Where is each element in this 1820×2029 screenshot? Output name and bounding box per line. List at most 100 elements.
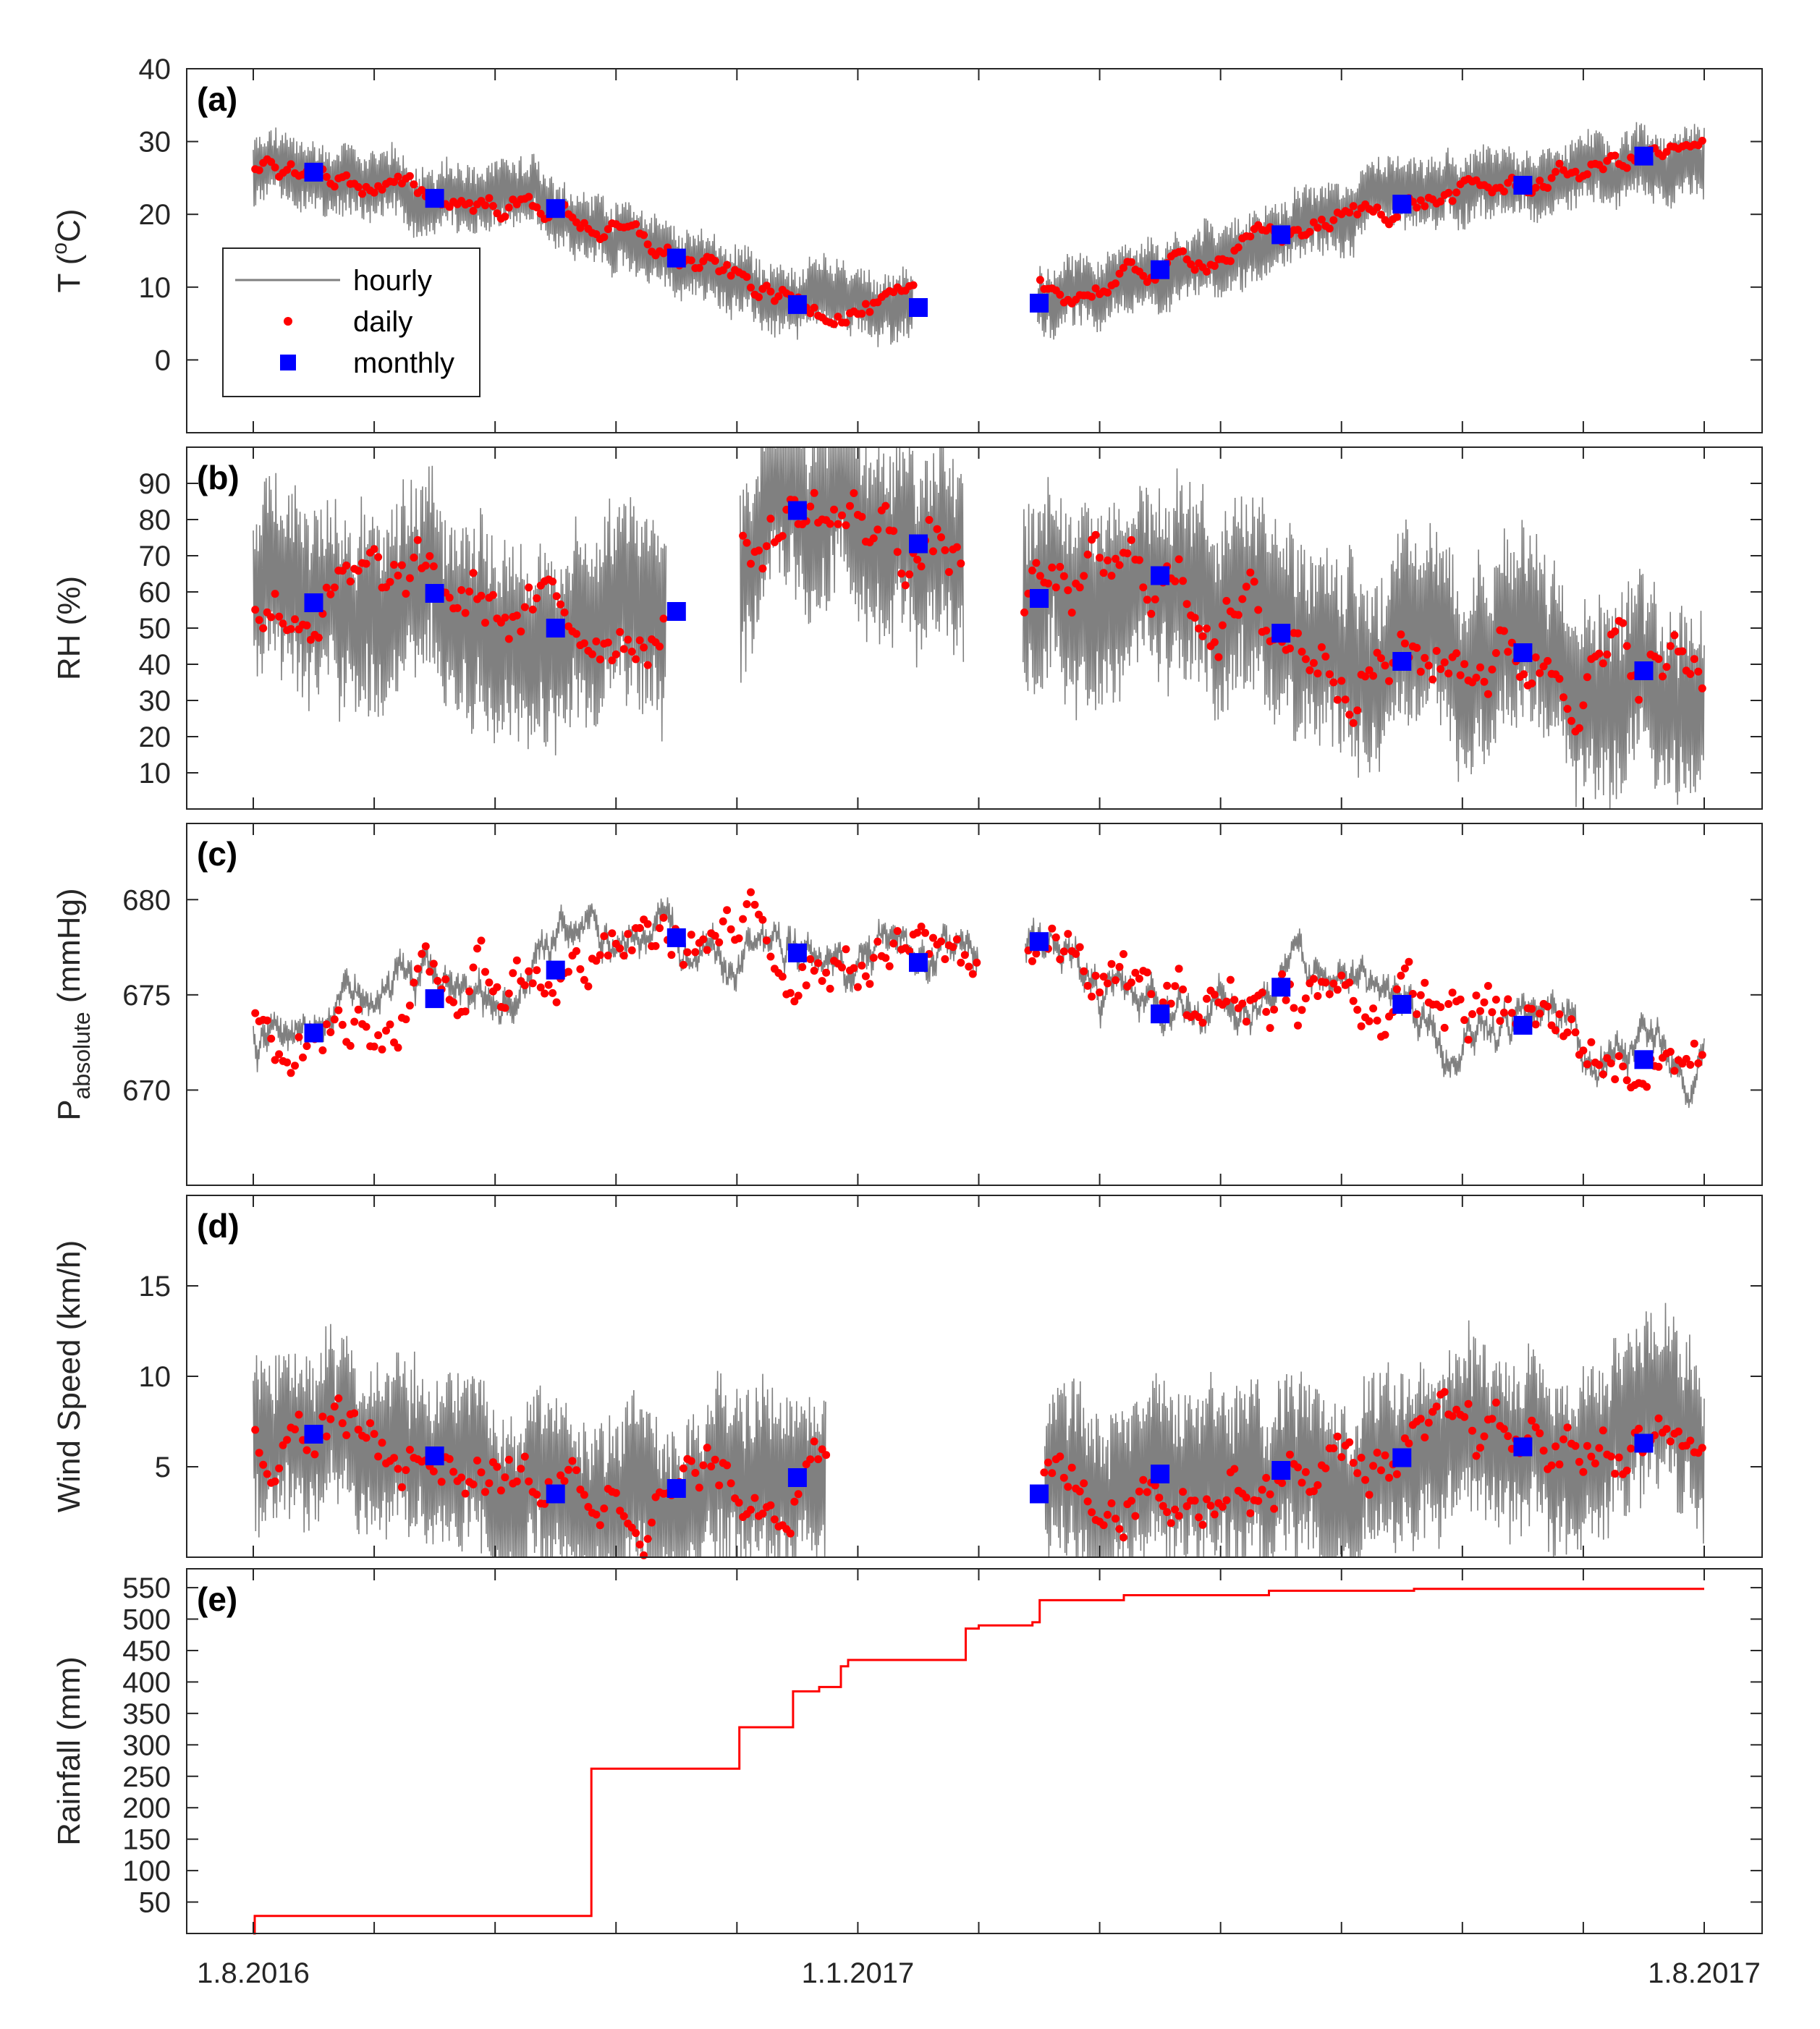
panel-a-daily-point [1112,279,1119,288]
panel-c-daily-point [1048,924,1057,933]
panel-d-monthly-point [1030,1484,1049,1504]
panel-d-daily-point [1575,1457,1583,1466]
panel-b-daily-point [520,603,529,611]
panel-b-daily-point [267,613,276,622]
panel-b-daily-point [901,581,910,590]
panel-b-daily-point [1171,577,1180,585]
panel-c-daily-point [1555,1010,1564,1019]
panel-c-daily-point [1171,982,1180,991]
panel-a-daily-point [1056,290,1065,299]
panel-c-daily-point [378,1045,386,1054]
panel-c-daily-point [885,962,894,970]
panel-a-daily-point [643,240,652,249]
panel-b-daily-point [1666,642,1675,651]
panel-b-monthly-point [909,534,928,554]
panel-d-daily-point [564,1465,572,1474]
panel-d-daily-point [1333,1432,1342,1441]
panel-c-daily-point [1456,995,1465,1004]
panel-b-daily-point [271,590,279,598]
panel-a-daily-point [1246,232,1255,241]
labels-layer: 0 10 20 30 40 (a) T (oC) 10 20 30 40 50 60 70 80 90 (b) R… [48,54,1761,1989]
panel-a-ytick-label: 40 [139,54,172,85]
panel-a-daily-point [1531,183,1540,192]
panel-c-monthly-point [1513,1015,1533,1035]
panel-d-daily-point [501,1473,509,1482]
panel-c-daily-point [814,959,823,967]
panel-c-daily-point [1654,1062,1663,1071]
panel-d-daily-point [394,1465,402,1473]
panel-a-daily-point [861,300,870,308]
panel-a-daily-point [842,318,850,327]
panel-c-daily-point [1690,1039,1698,1048]
panel-d-daily-point [596,1521,604,1530]
panel-b-daily-point [1694,667,1703,676]
panel-b-daily-point [624,635,632,644]
legend-daily-swatch [284,317,292,326]
panel-d-daily-point [1361,1475,1370,1484]
panel-c-daily-point [850,964,858,973]
panel-c-daily-point [786,988,795,997]
panel-a-daily-point [1349,202,1358,211]
panel-b-daily-point [1234,611,1243,619]
panel-b-daily-point [1298,648,1306,656]
panel-c-daily-point [1619,1062,1628,1071]
panel-d-daily-point [445,1454,454,1463]
panel-d-daily-point [1583,1441,1591,1450]
panel-b-daily-point [1333,695,1342,704]
panel-c-daily-point [465,987,474,996]
panel-e-frame [186,1568,1763,1934]
panel-b-daily-point [830,505,838,514]
panel-b-daily-point [850,489,858,497]
panel-d-daily-point [1107,1499,1116,1507]
panel-d-monthly-point [787,1468,807,1487]
panel-c-daily-point [354,1005,363,1014]
panel-b-daily-point [1528,679,1536,687]
panel-c-daily-point [1159,998,1167,1007]
panel-d-daily-point [1531,1423,1540,1431]
panel-c-daily-point [810,967,818,975]
panel-d-daily-point [481,1488,489,1496]
panel-b-daily-point [1190,614,1199,622]
panel-d-daily-point [1083,1497,1092,1506]
panel-c-daily-point [1349,996,1358,1005]
panel-a-daily-point [287,160,295,169]
panel-b-daily-point [1294,629,1302,637]
panel-d-daily-point [1309,1487,1318,1496]
panel-c-daily-point [778,973,787,981]
panel-d-daily-point [1151,1481,1159,1490]
panel-b-daily-point [1147,609,1156,618]
panel-b-daily-point [1365,666,1374,674]
panel-b-daily-point [291,615,299,624]
panel-b-daily-point [394,571,402,580]
panel-d-daily-point [1278,1479,1287,1487]
panel-a-daily-point [271,163,279,171]
panel-d-monthly-point [425,1446,444,1465]
panel-b-daily-point [572,630,580,638]
panel-a-monthly-point [546,199,565,219]
panel-b-daily-point [314,633,323,642]
panel-a-daily-point [322,173,331,181]
panel-c-daily-point [291,1062,299,1070]
panel-c-daily-point [600,932,609,941]
panel-d-daily-point [1377,1466,1385,1475]
panel-c-daily-point [429,960,438,968]
panel-c-monthly-point [1271,978,1291,997]
panel-b-daily-point [889,527,898,535]
panel-a-daily-point [742,273,751,281]
panel-b-daily-point [1622,642,1631,651]
panel-d-daily-point [1044,1458,1052,1467]
panel-b-daily-point [834,520,842,528]
panel-b-daily-point [469,569,478,577]
panel-d-daily-point [318,1412,327,1421]
panel-a-daily-point [1698,137,1706,145]
panel-d-daily-point [1539,1446,1548,1455]
panel-a-daily-point [834,313,842,321]
panel-c-daily-point [1270,1005,1279,1014]
panel-d-daily-point [616,1507,625,1515]
panel-b-daily-point [330,583,339,592]
panel-d-daily-point [1614,1453,1623,1462]
panel-c-daily-point [481,967,489,976]
panel-b-daily-point [941,546,949,554]
panel-c-monthly-point [909,953,928,973]
panel-c-daily-point [1440,1023,1449,1032]
